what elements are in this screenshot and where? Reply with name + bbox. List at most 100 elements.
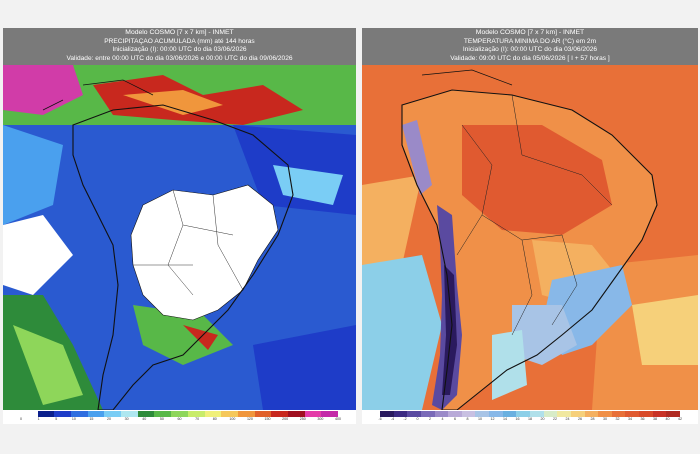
- colorbar-swatch: [187, 411, 205, 417]
- init-time: Inicialização (I): 00:00 UTC do dia 03/0…: [112, 46, 247, 54]
- model-title: Modelo COSMO [7 x 7 km] - INMET: [125, 29, 234, 36]
- colorbar-label: 34: [628, 417, 632, 421]
- colorbar-label: 14: [503, 417, 507, 421]
- colorbar-label: 150: [264, 417, 271, 421]
- variable-title: TEMPERATURA MÍNIMA DO AR (°C) em 2m: [463, 37, 597, 45]
- dry-region: [131, 185, 278, 320]
- colorbar-swatch: [461, 411, 476, 417]
- colorbar-label: 8: [466, 417, 469, 421]
- colorbar-label: 10: [478, 417, 482, 421]
- variable-title: PRECIPITAÇÃO ACUMULADA (mm) até 144 hora…: [104, 37, 255, 45]
- colorbar-label: -6: [378, 417, 382, 421]
- colorbar-label: 60: [177, 417, 182, 421]
- colorbar-label: 300: [317, 417, 324, 421]
- validity-time: Validade: 09:00 UTC do dia 05/06/2026 [ …: [450, 55, 610, 63]
- model-title: Modelo COSMO [7 x 7 km] - INMET: [475, 29, 585, 36]
- colorbar-label: 12: [490, 417, 495, 421]
- colorbar-swatch: [584, 411, 599, 417]
- colorbar-swatch: [516, 411, 531, 417]
- colorbar-swatch: [37, 411, 55, 417]
- colorbar-swatch: [625, 411, 640, 417]
- init-time: Inicialização (I): 00:00 UTC do dia 03/0…: [462, 46, 598, 54]
- temperature-colorbar: -6 -4 -2 0 2 4 6 8 10 12 14 16 18 20 22 24 26 28 30 32 34 36 3…: [362, 410, 698, 424]
- colorbar-swatch: [221, 411, 239, 417]
- colorbar-swatch: [380, 411, 395, 417]
- colorbar-label: 6: [454, 417, 456, 421]
- colorbar-label: 15: [89, 417, 94, 421]
- colorbar-swatch: [21, 411, 39, 417]
- colorbar-swatch: [137, 411, 155, 417]
- colorbar-label: 80: [212, 417, 217, 421]
- colorbar-label: 0: [20, 417, 22, 421]
- colorbar-label: 1: [37, 417, 40, 421]
- colorbar-label: 200: [282, 417, 289, 421]
- colorbar-label: 38: [653, 417, 657, 421]
- colorbar-label: 30: [124, 417, 129, 421]
- colorbar-label: 40: [665, 417, 670, 421]
- colorbar-swatch: [639, 411, 654, 417]
- colorbar-label: 18: [528, 417, 532, 421]
- colorbar-swatch: [287, 411, 306, 417]
- colorbar-label: 50: [159, 417, 164, 421]
- colorbar-label: 32: [615, 417, 620, 421]
- colorbar-swatch: [475, 411, 490, 417]
- colorbar-swatch: [54, 411, 72, 417]
- colorbar-label: 120: [246, 417, 253, 421]
- colorbar-swatch: [652, 411, 667, 417]
- colorbar-swatch: [570, 411, 585, 417]
- colorbar-label: 70: [195, 417, 200, 421]
- precipitation-colorbar: 0 1 5 10 15 20 30 40 50 60 70 80 100 120 150 200 250 300 4…: [3, 410, 356, 424]
- colorbar-swatch: [393, 411, 408, 417]
- colorbar-swatch: [271, 411, 289, 417]
- colorbar-label: 20: [540, 417, 545, 421]
- colorbar-label: 10: [71, 417, 76, 421]
- colorbar-swatch: [71, 411, 89, 417]
- colorbar-swatch: [666, 411, 681, 417]
- colorbar-label: 100: [229, 417, 236, 421]
- colorbar-swatch: [557, 411, 572, 417]
- colorbar-swatch: [502, 411, 517, 417]
- colorbar-label: 42: [678, 417, 682, 421]
- colorbar-swatch: [121, 411, 139, 417]
- colorbar-label: 30: [603, 417, 607, 421]
- colorbar-swatch: [543, 411, 558, 417]
- colorbar-label: 16: [515, 417, 520, 421]
- colorbar-swatch: [304, 411, 322, 417]
- colorbar-swatch: [154, 411, 172, 417]
- colorbar-swatch: [611, 411, 626, 417]
- colorbar-swatch: [87, 411, 105, 417]
- colorbar-label: 0: [416, 417, 419, 421]
- colorbar-swatch: [204, 411, 222, 417]
- temperature-map: [362, 65, 698, 410]
- colorbar-swatch: [448, 411, 463, 417]
- colorbar-label: -2: [403, 417, 407, 421]
- colorbar-swatch: [598, 411, 613, 417]
- colorbar-swatch: [171, 411, 189, 417]
- colorbar-swatch: [434, 411, 449, 417]
- colorbar-swatch: [254, 411, 272, 417]
- temperature-header: Modelo COSMO [7 x 7 km] - INMET TEMPERAT…: [362, 28, 698, 65]
- colorbar-label: 2: [429, 417, 431, 421]
- colorbar-label: 22: [553, 417, 557, 421]
- colorbar-label: 4: [441, 417, 444, 421]
- colorbar-swatch: [420, 411, 435, 417]
- colorbar-swatch: [407, 411, 422, 417]
- colorbar-label: 5: [55, 417, 58, 421]
- precipitation-panel: Modelo COSMO [7 x 7 km] - INMET PRECIPIT…: [3, 28, 356, 424]
- colorbar-label: 20: [107, 417, 112, 421]
- colorbar-label: 28: [590, 417, 595, 421]
- colorbar-label: 400: [335, 417, 341, 421]
- temperature-panel: Modelo COSMO [7 x 7 km] - INMET TEMPERAT…: [362, 28, 698, 424]
- precipitation-header: Modelo COSMO [7 x 7 km] - INMET PRECIPIT…: [3, 28, 356, 65]
- colorbar-label: 26: [578, 417, 582, 421]
- precipitation-map: [3, 65, 356, 410]
- colorbar-swatch: [530, 411, 545, 417]
- colorbar-swatch: [321, 411, 339, 417]
- validity-time: Validade: entre 00:00 UTC do dia 03/06/2…: [66, 55, 293, 63]
- colorbar-swatch: [237, 411, 255, 417]
- colorbar-label: 250: [299, 417, 306, 421]
- colorbar-label: 24: [565, 417, 570, 421]
- colorbar-label: 36: [640, 417, 645, 421]
- colorbar-label: -4: [390, 417, 395, 421]
- colorbar-swatch: [104, 411, 122, 417]
